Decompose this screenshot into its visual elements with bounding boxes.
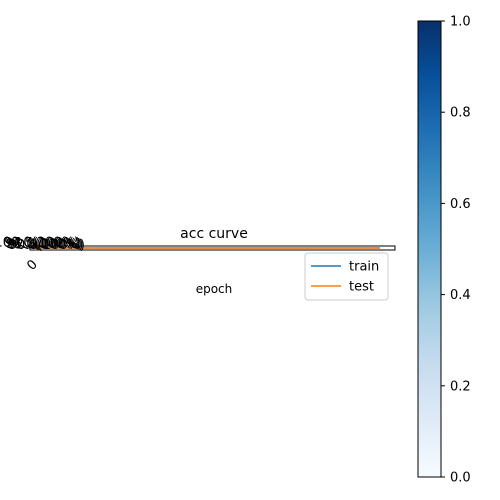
colorbar: 0.0 0.2 0.4 0.6 0.8 1.0	[417, 15, 471, 486]
y-tick-label: 92.5(100%)	[7, 237, 83, 252]
colorbar-tick-label: 0.0	[450, 471, 471, 486]
legend-box	[304, 252, 389, 301]
x-axis-label: epoch	[196, 282, 233, 296]
colorbar-tick-label: 0.2	[450, 379, 471, 394]
y-tick-label: 95.0(100%)	[6, 237, 82, 252]
colorbar-tick-label: 1.0	[450, 15, 471, 30]
chart-title: acc curve	[180, 226, 248, 242]
y-tick-labels: 90.0(100%)92.5(100%)95.0(100%)97.5(100%)…	[0, 236, 85, 253]
colorbar-tick-label: 0.4	[450, 288, 471, 303]
colorbar-tick-label: 0.6	[450, 197, 471, 212]
legend: train test	[304, 252, 389, 301]
x-tick-label: 0	[24, 257, 40, 273]
legend-label-test: test	[349, 280, 374, 295]
y-tick-label: 100.0(100%)	[0, 236, 79, 251]
y-tick-label: 90.0(100%)	[9, 238, 85, 253]
x-tick-labels: 0	[24, 257, 40, 273]
y-tick-label: 97.5(100%)	[4, 236, 80, 251]
colorbar-gradient	[417, 20, 442, 478]
legend-label-train: train	[349, 260, 379, 275]
colorbar-ticks: 0.0 0.2 0.4 0.6 0.8 1.0	[441, 15, 471, 486]
colorbar-tick-label: 0.8	[450, 106, 471, 121]
